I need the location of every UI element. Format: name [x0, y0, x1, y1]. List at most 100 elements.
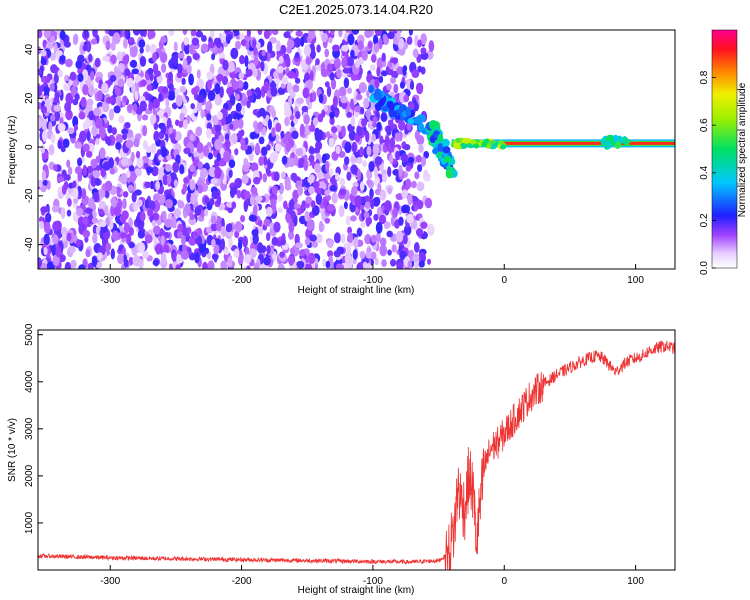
y-tick-label: 5000: [24, 323, 35, 346]
heatmap-cell: [90, 38, 98, 45]
heatmap-cell: [266, 232, 271, 242]
heatmap-cell: [91, 217, 99, 224]
heatmap-cell: [405, 178, 412, 190]
heatmap-cell: [159, 194, 166, 205]
heatmap-cell: [235, 40, 241, 50]
heatmap-cell: [153, 130, 160, 142]
heatmap-cell: [99, 190, 105, 199]
heatmap-cell: [314, 163, 322, 174]
heatmap-cell: [260, 60, 265, 72]
y-tick-label: 20: [24, 92, 35, 104]
heatmap-cell: [202, 145, 210, 157]
x-tick-label: -300: [100, 576, 120, 587]
heatmap-cell: [383, 221, 391, 229]
heatmap-cell: [344, 156, 350, 166]
heatmap-cell: [46, 180, 51, 190]
heatmap-cell: [470, 139, 477, 145]
heatmap-cell: [308, 154, 315, 163]
x-tick-label: 0: [501, 275, 507, 286]
heatmap-cell: [134, 168, 142, 177]
heatmap-cell: [200, 43, 209, 53]
heatmap-cell: [329, 72, 335, 81]
heatmap-cell: [214, 94, 222, 106]
heatmap-cell: [38, 179, 43, 188]
heatmap-cell: [387, 61, 393, 68]
heatmap-cell: [330, 78, 337, 90]
heatmap-cell: [489, 140, 496, 146]
heatmap-cell: [144, 181, 152, 188]
heatmap-cell: [335, 172, 340, 181]
heatmap-cell: [178, 244, 184, 252]
heatmap-cell: [65, 92, 74, 105]
heatmap-cell: [174, 88, 180, 97]
heatmap-cell: [296, 97, 304, 105]
heatmap-cell: [267, 41, 273, 54]
heatmap-cell: [381, 52, 386, 62]
heatmap-cell: [283, 101, 290, 112]
heatmap-cell: [416, 181, 425, 192]
heatmap-cell: [212, 115, 219, 126]
heatmap-cell: [378, 99, 385, 107]
heatmap-cell: [43, 233, 50, 246]
heatmap-cell: [351, 141, 357, 153]
heatmap-cell: [388, 109, 397, 118]
heatmap-cell: [614, 141, 621, 150]
heatmap-cell: [133, 137, 140, 148]
heatmap-cell: [80, 96, 87, 108]
heatmap-cell: [208, 41, 215, 49]
heatmap-cell: [246, 100, 251, 109]
heatmap-cell: [384, 135, 390, 148]
heatmap-cell: [344, 253, 353, 265]
heatmap-cell: [346, 245, 351, 257]
heatmap-cell: [461, 138, 470, 144]
heatmap-cell: [38, 257, 42, 269]
bottom-y-axis-label: SNR (10 * v/v): [7, 418, 18, 482]
heatmap-cell: [244, 55, 249, 68]
heatmap-cell: [187, 227, 192, 234]
heatmap-cell: [329, 111, 335, 120]
heatmap-cell: [132, 30, 141, 36]
heatmap-cell: [142, 140, 148, 150]
heatmap-cell: [396, 262, 404, 269]
heatmap-cell: [288, 255, 295, 265]
heatmap-cell: [346, 171, 352, 181]
heatmap-cell: [239, 33, 245, 40]
heatmap-cell: [238, 72, 245, 80]
heatmap-cell: [267, 118, 272, 130]
heatmap-cell: [216, 221, 222, 232]
heatmap-cell: [92, 233, 98, 244]
heatmap-cell: [270, 86, 278, 97]
colorbar: 0.0 0.2 0.4 0.6 0.8 Normalized spectral ampl…: [699, 29, 748, 275]
heatmap-cell: [68, 245, 76, 254]
heatmap-cell: [90, 158, 98, 169]
snr-frame: [37, 329, 676, 571]
heatmap-cell: [245, 40, 250, 50]
heatmap-cell: [101, 82, 109, 94]
heatmap-cell: [370, 251, 377, 260]
heatmap-cell: [278, 182, 284, 195]
heatmap-cell: [232, 80, 239, 91]
heatmap-cell: [379, 189, 387, 201]
heatmap-cell: [177, 223, 184, 232]
heatmap-cell: [192, 53, 200, 60]
heatmap-cell: [200, 209, 206, 218]
heatmap-cell: [189, 179, 196, 191]
heatmap-cell: [172, 54, 178, 67]
heatmap-cell: [179, 86, 187, 93]
heatmap-cell: [200, 168, 208, 178]
heatmap-cell: [214, 83, 221, 95]
y-tick-label: 0: [24, 144, 35, 150]
heatmap-cell: [350, 98, 354, 110]
heatmap-cell: [99, 208, 104, 216]
heatmap-cell: [252, 233, 259, 245]
heatmap-cell: [393, 83, 399, 94]
heatmap-cell: [326, 63, 333, 73]
heatmap-cell: [40, 58, 47, 66]
heatmap-cell: [329, 185, 338, 192]
heatmap-cell: [347, 87, 352, 94]
heatmap-cell: [405, 108, 412, 117]
heatmap-cell: [327, 250, 334, 258]
heatmap-cell: [417, 65, 423, 73]
heatmap-cell: [605, 141, 612, 150]
heatmap-cell: [98, 126, 106, 138]
